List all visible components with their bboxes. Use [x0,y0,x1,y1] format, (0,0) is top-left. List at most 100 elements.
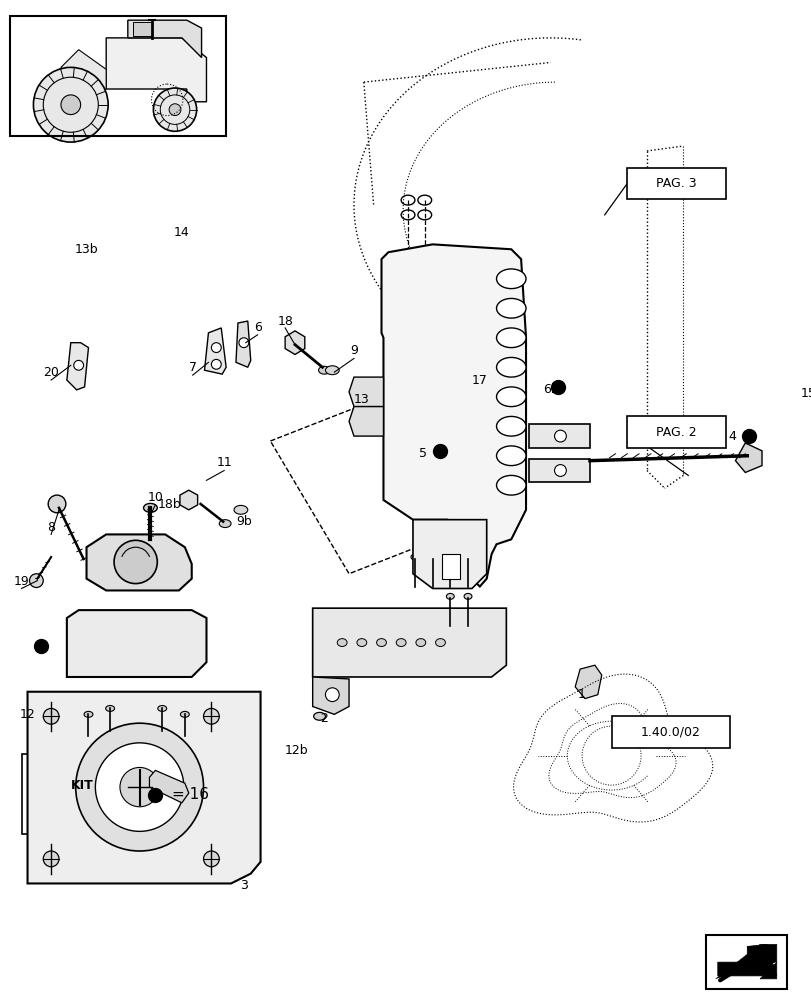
Text: 2: 2 [320,712,328,725]
Polygon shape [236,321,251,367]
Ellipse shape [435,639,445,647]
Bar [627,416,725,448]
Text: KIT: KIT [71,779,94,792]
Text: 3: 3 [239,879,247,892]
Ellipse shape [418,195,431,205]
Ellipse shape [219,520,231,528]
Ellipse shape [105,705,114,711]
Text: 12b: 12b [285,744,308,757]
Polygon shape [285,331,304,354]
Ellipse shape [313,712,325,720]
Circle shape [43,708,59,724]
Circle shape [211,359,221,369]
Circle shape [74,360,84,370]
Circle shape [75,723,204,851]
Ellipse shape [496,475,526,495]
Polygon shape [180,490,197,510]
Polygon shape [349,407,383,436]
Bar [10,16,226,136]
Ellipse shape [419,359,429,366]
Polygon shape [61,50,106,95]
Ellipse shape [357,639,367,647]
Polygon shape [106,38,206,102]
Circle shape [238,338,248,348]
Polygon shape [45,756,112,795]
Ellipse shape [446,554,453,560]
Circle shape [120,767,159,807]
Text: 4: 4 [727,430,736,443]
Text: PAG. 3: PAG. 3 [655,177,696,190]
Text: 13b: 13b [75,243,98,256]
Ellipse shape [496,357,526,377]
Text: 8: 8 [47,521,55,534]
Text: 20: 20 [43,366,59,379]
Polygon shape [132,22,152,36]
Ellipse shape [410,554,418,560]
Ellipse shape [446,593,453,599]
Polygon shape [413,520,486,588]
Bar [627,168,725,199]
Polygon shape [528,424,590,448]
Ellipse shape [144,503,157,512]
Ellipse shape [401,210,414,220]
Ellipse shape [84,711,92,717]
Polygon shape [717,944,776,976]
Polygon shape [67,610,206,677]
Ellipse shape [419,295,429,302]
Circle shape [211,343,221,353]
Ellipse shape [376,639,386,647]
Text: = 16: = 16 [172,787,208,802]
Polygon shape [349,377,383,407]
Ellipse shape [496,298,526,318]
Text: 12: 12 [19,708,36,721]
Ellipse shape [496,446,526,466]
Polygon shape [204,328,226,374]
Ellipse shape [464,593,471,599]
Polygon shape [127,20,201,58]
Circle shape [43,851,59,867]
Polygon shape [735,443,761,472]
Bar [611,716,728,748]
Ellipse shape [396,639,406,647]
Ellipse shape [318,366,330,374]
Circle shape [153,88,196,131]
Polygon shape [87,534,191,590]
Ellipse shape [415,639,425,647]
Text: 15: 15 [800,387,811,400]
Ellipse shape [157,705,166,711]
Ellipse shape [418,210,431,220]
Ellipse shape [401,195,414,205]
Text: 9: 9 [350,344,358,357]
Circle shape [554,430,565,442]
Ellipse shape [402,310,413,317]
Circle shape [48,495,66,513]
Text: 1.40.0/02: 1.40.0/02 [640,726,700,739]
Text: 18: 18 [277,315,293,328]
Circle shape [95,743,183,831]
Polygon shape [442,554,460,579]
Text: 1: 1 [577,688,586,701]
Text: PAG. 2: PAG. 2 [655,426,696,439]
Text: 9b: 9b [236,515,251,528]
Ellipse shape [337,639,346,647]
Text: 19: 19 [14,575,29,588]
Circle shape [325,688,339,702]
Ellipse shape [180,711,189,717]
Ellipse shape [402,329,413,336]
Ellipse shape [496,416,526,436]
Ellipse shape [496,328,526,348]
Circle shape [33,67,108,142]
Polygon shape [79,775,112,834]
Bar [22,754,210,834]
Circle shape [204,708,219,724]
Polygon shape [312,608,506,677]
Polygon shape [67,343,88,390]
Circle shape [554,465,565,476]
Ellipse shape [402,354,413,361]
Ellipse shape [402,290,413,297]
Circle shape [204,851,219,867]
Polygon shape [45,775,79,834]
Text: 10: 10 [148,491,163,504]
Text: 7: 7 [188,361,196,374]
Text: 6b: 6b [542,383,558,396]
